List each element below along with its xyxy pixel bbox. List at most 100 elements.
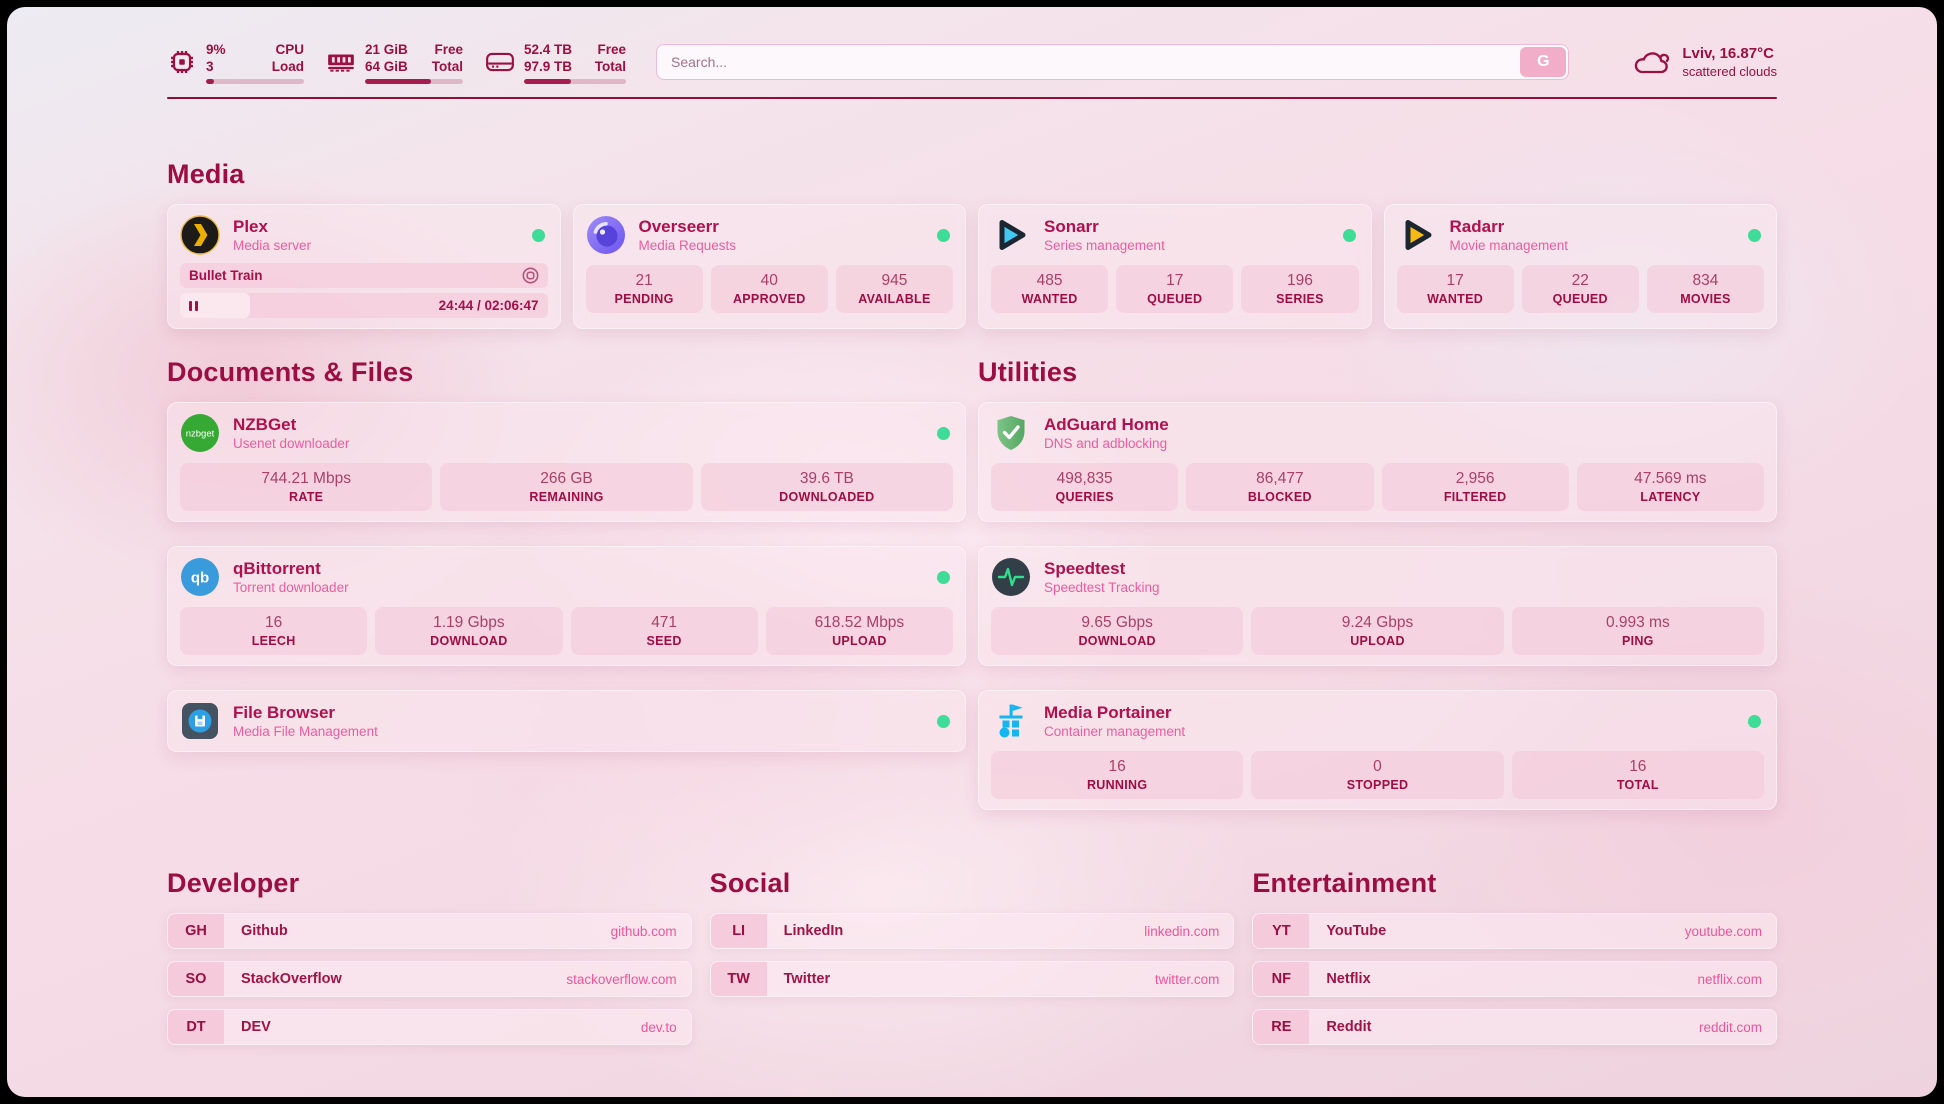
ram-icon	[326, 50, 356, 74]
stat-label: DOWNLOAD	[1078, 633, 1156, 648]
stat-queued: 22 QUEUED	[1521, 265, 1639, 313]
bookmark-abbr: RE	[1253, 1010, 1310, 1044]
stat-label: BLOCKED	[1247, 489, 1312, 504]
adguard-icon	[991, 413, 1031, 453]
bookmark-youtube[interactable]: YT YouTube youtube.com	[1252, 913, 1777, 949]
stat-value: 47.569 ms	[1634, 469, 1707, 487]
memory-value-top: 21 GiB	[365, 41, 408, 57]
app-card-nzbget[interactable]: nzbget NZBGet Usenet downloader 74	[167, 402, 966, 522]
app-subtitle: Usenet downloader	[233, 435, 350, 451]
bookmark-url: dev.to	[640, 1019, 677, 1035]
stat-upload: 618.52 Mbps UPLOAD	[765, 607, 953, 655]
bookmark-stackoverflow[interactable]: SO StackOverflow stackoverflow.com	[167, 961, 692, 997]
app-card-radarr[interactable]: Radarr Movie management 17 WANTED 22 QUE…	[1383, 204, 1777, 329]
stat-download: 9.65 Gbps DOWNLOAD	[991, 607, 1244, 655]
filebrowser-icon	[180, 701, 220, 741]
bookmark-netflix[interactable]: NF Netflix netflix.com	[1252, 961, 1777, 997]
bookmark-name: LinkedIn	[783, 923, 844, 939]
stat-value: 266 GB	[540, 469, 593, 487]
stat-value: 21	[635, 271, 653, 289]
bookmark-url: twitter.com	[1154, 971, 1220, 987]
stat-value: 39.6 TB	[799, 469, 854, 487]
app-title: Sonarr	[1044, 216, 1099, 236]
cpu-progress-bar	[206, 78, 304, 84]
bookmark-url: stackoverflow.com	[566, 971, 677, 987]
app-title: File Browser	[233, 702, 336, 722]
app-card-portainer[interactable]: Media Portainer Container management 16 …	[978, 690, 1777, 810]
app-card-sonarr[interactable]: Sonarr Series management 485 WANTED 17 Q…	[978, 204, 1372, 329]
disk-progress-bar	[524, 78, 626, 84]
stat-queries: 498,835 QUERIES	[991, 463, 1179, 511]
app-card-overseerr[interactable]: Overseerr Media Requests 21 PENDING 40 A…	[572, 204, 966, 329]
stat-label: LEECH	[251, 633, 296, 648]
stat-remaining: 266 GB REMAINING	[440, 463, 693, 511]
bookmark-name: YouTube	[1326, 923, 1387, 939]
stat-value: 0.993 ms	[1605, 613, 1670, 631]
search-input[interactable]	[656, 44, 1570, 80]
stat-upload: 9.24 Gbps UPLOAD	[1251, 607, 1504, 655]
system-widgets: 9% CPU 3 Load	[167, 41, 626, 84]
app-title: Overseerr	[638, 216, 719, 236]
speedtest-icon	[991, 557, 1031, 597]
app-card-speedtest[interactable]: Speedtest Speedtest Tracking 9.65 Gbps D…	[978, 546, 1777, 666]
stat-label: SEED	[646, 633, 682, 648]
stat-value: 618.52 Mbps	[814, 613, 905, 631]
bookmark-twitter[interactable]: TW Twitter twitter.com	[709, 961, 1235, 997]
nzbget-icon: nzbget	[180, 413, 220, 453]
stat-label: UPLOAD	[1350, 633, 1405, 648]
app-subtitle: Torrent downloader	[233, 579, 349, 595]
status-online-dot	[1342, 228, 1356, 242]
section-title-media: Media	[167, 159, 245, 189]
stat-value: 16	[265, 613, 283, 631]
cloud-icon	[1631, 47, 1671, 77]
stat-available: 945 AVAILABLE	[835, 265, 954, 313]
app-title: Speedtest	[1044, 558, 1126, 578]
pause-icon[interactable]	[189, 300, 198, 311]
disk-value-bottom: 97.9 TB	[524, 58, 573, 74]
google-search-button[interactable]: G	[1520, 47, 1567, 77]
documents-column: Documents & Files nzbget	[167, 357, 966, 810]
stat-value: 9.65 Gbps	[1081, 613, 1153, 631]
svg-text:qb: qb	[191, 570, 209, 587]
weather-condition: scattered clouds	[1682, 64, 1777, 79]
cast-icon	[522, 267, 539, 284]
disk-icon	[485, 50, 515, 74]
section-title-utilities: Utilities	[978, 357, 1078, 387]
stat-label: RUNNING	[1086, 777, 1148, 792]
qbittorrent-icon: qb	[180, 557, 220, 597]
stat-value: 744.21 Mbps	[261, 469, 351, 487]
portainer-icon	[991, 701, 1031, 741]
stat-label: TOTAL	[1616, 777, 1659, 792]
disk-value-top: 52.4 TB	[524, 41, 573, 57]
bookmark-abbr: GH	[168, 914, 224, 948]
stat-filtered: 2,956 FILTERED	[1381, 463, 1569, 511]
cpu-widget: 9% CPU 3 Load	[167, 41, 304, 84]
app-card-adguard[interactable]: AdGuard Home DNS and adblocking 498,835 …	[978, 402, 1777, 522]
bookmark-dev[interactable]: DT DEV dev.to	[167, 1009, 692, 1045]
stat-label: DOWNLOAD	[430, 633, 508, 648]
now-playing-row: Bullet Train	[180, 263, 548, 288]
section-title-developer: Developer	[167, 868, 300, 898]
stat-value: 2,956	[1455, 469, 1495, 487]
stat-label: AVAILABLE	[858, 291, 931, 306]
stat-label: PENDING	[614, 291, 674, 306]
stat-value: 1.19 Gbps	[433, 613, 505, 631]
stat-series: 196 SERIES	[1241, 265, 1359, 313]
stat-value: 40	[760, 271, 778, 289]
section-title-entertainment: Entertainment	[1252, 868, 1437, 898]
stat-stopped: 0 STOPPED	[1251, 751, 1504, 799]
stat-label: LATENCY	[1640, 489, 1701, 504]
bookmark-github[interactable]: GH Github github.com	[167, 913, 692, 949]
app-title: Media Portainer	[1044, 702, 1172, 722]
disk-label-top: Free	[597, 41, 626, 57]
stat-rate: 744.21 Mbps RATE	[180, 463, 433, 511]
app-card-qbittorrent[interactable]: qb qBittorrent Torrent downloader	[167, 546, 966, 666]
bookmark-linkedin[interactable]: LI LinkedIn linkedin.com	[709, 913, 1235, 949]
app-title: NZBGet	[233, 414, 297, 434]
cpu-value-top: 9%	[206, 41, 226, 57]
app-card-plex[interactable]: Plex Media server Bullet Train	[167, 204, 561, 329]
app-card-filebrowser[interactable]: File Browser Media File Management	[167, 690, 966, 752]
stat-value: 196	[1286, 271, 1313, 289]
bookmark-reddit[interactable]: RE Reddit reddit.com	[1252, 1009, 1777, 1045]
stat-label: DOWNLOADED	[779, 489, 875, 504]
